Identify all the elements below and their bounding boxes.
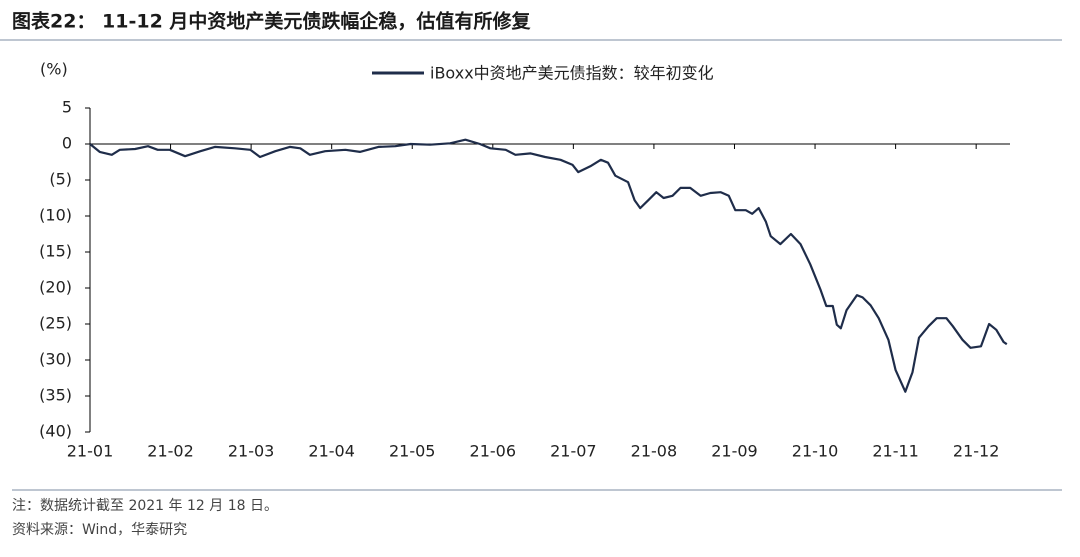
x-tick-label: 21-09: [711, 442, 758, 461]
y-tick-label: (15): [39, 242, 72, 261]
x-tick-label: 21-11: [872, 442, 919, 461]
data-line: [89, 138, 1008, 393]
y-tick-label: 0: [62, 134, 72, 153]
legend-label: iBoxx中资地产美元债指数：较年初变化: [430, 64, 714, 83]
y-axis-label: (%): [40, 60, 68, 79]
source: 资料来源：Wind，华泰研究: [12, 522, 187, 538]
y-tick-label: (10): [39, 206, 72, 225]
y-tick-label: (20): [39, 278, 72, 297]
x-tick-label: 21-08: [631, 442, 678, 461]
x-tick-label: 21-07: [550, 442, 597, 461]
x-tick-label: 21-05: [389, 442, 436, 461]
y-tick-label: (40): [39, 422, 72, 441]
y-tick-label: (5): [49, 170, 72, 189]
x-tick-label: 21-03: [228, 442, 275, 461]
y-tick-label: (30): [39, 350, 72, 369]
x-tick-label: 21-04: [308, 442, 355, 461]
x-tick-label: 21-02: [147, 442, 194, 461]
x-tick-label: 21-01: [67, 442, 114, 461]
x-tick-label: 21-10: [792, 442, 839, 461]
x-tick-label: 21-12: [953, 442, 1000, 461]
chart-title: 图表22： 11-12 月中资地产美元债跌幅企稳，估值有所修复: [12, 10, 531, 33]
y-tick-label: (25): [39, 314, 72, 333]
y-tick-label: (35): [39, 386, 72, 405]
y-tick-label: 5: [62, 98, 72, 117]
x-tick-label: 21-06: [470, 442, 517, 461]
footnote: 注：数据统计截至 2021 年 12 月 18 日。: [12, 498, 278, 514]
